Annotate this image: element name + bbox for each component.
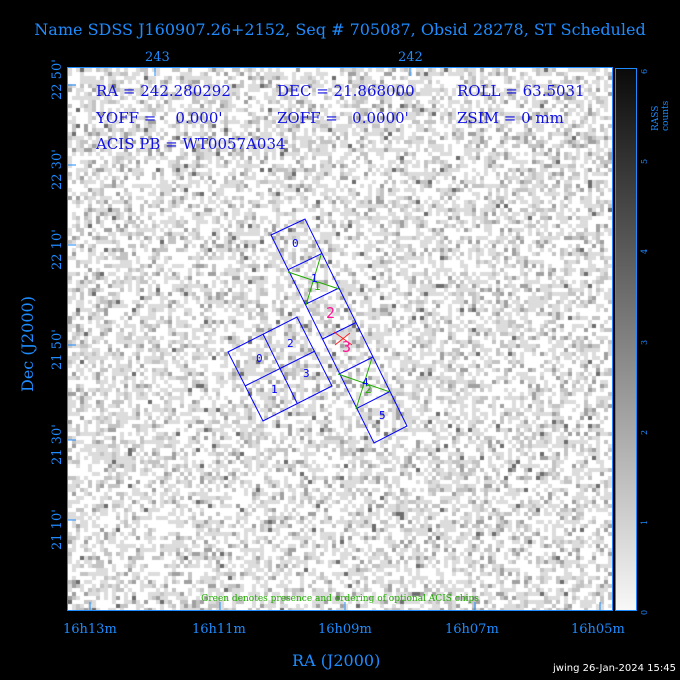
optional-order-1: 1 bbox=[314, 280, 321, 293]
chip-label-i3: 3 bbox=[303, 367, 310, 380]
colorbar bbox=[615, 68, 637, 611]
x-tick: 16h11m bbox=[192, 622, 246, 637]
acis-s-array bbox=[270, 218, 408, 444]
y-tick: 22 50' bbox=[50, 59, 65, 100]
y-axis-label: Dec (J2000) bbox=[18, 296, 37, 392]
chip-label-s0: 0 bbox=[292, 237, 299, 250]
colorbar-tick: 4 bbox=[640, 249, 649, 255]
chip-label-s3: 3 bbox=[342, 338, 351, 356]
y-tick: 21 50' bbox=[50, 329, 65, 370]
top-tick-242: 242 bbox=[398, 50, 423, 65]
zoff-value: ZOFF = 0.0000' bbox=[277, 109, 409, 127]
plot-title: Name SDSS J160907.26+2152, Seq # 705087,… bbox=[34, 20, 646, 39]
colorbar-label: RASS counts bbox=[651, 100, 671, 131]
colorbar-tick: 5 bbox=[640, 159, 649, 165]
optional-chip-marks bbox=[287, 254, 391, 410]
aimpoint-marker bbox=[333, 331, 353, 346]
chip-label-s4: 4 bbox=[362, 376, 369, 389]
footer-credit: jwing 26-Jan-2024 15:45 bbox=[553, 663, 676, 674]
x-tick: 16h13m bbox=[63, 622, 117, 637]
dec-value: DEC = 21.868000 bbox=[277, 82, 415, 100]
y-tick: 21 30' bbox=[50, 424, 65, 465]
acis-pb-value: ACIS PB = WT0057A034 bbox=[96, 135, 286, 153]
colorbar-tick: 0 bbox=[640, 609, 649, 615]
y-tick: 22 10' bbox=[50, 229, 65, 270]
optional-chips-note: Green denotes presence and ordering of o… bbox=[201, 594, 479, 604]
colorbar-tick: 2 bbox=[640, 429, 649, 435]
chip-label-s1: 1 bbox=[311, 272, 318, 285]
sky-image bbox=[68, 68, 612, 610]
colorbar-tick: 1 bbox=[640, 519, 649, 525]
top-tick-243: 243 bbox=[145, 50, 170, 65]
acis-i-array bbox=[227, 316, 333, 422]
x-axis-label: RA (J2000) bbox=[292, 651, 381, 670]
optional-order-2: 2 bbox=[365, 383, 372, 396]
yoff-value: YOFF = 0.000' bbox=[96, 109, 223, 127]
chip-label-i1: 1 bbox=[271, 383, 278, 396]
y-tick: 22 30' bbox=[50, 149, 65, 190]
colorbar-tick: 3 bbox=[640, 339, 649, 345]
roll-value: ROLL = 63.5031 bbox=[457, 82, 585, 100]
chip-label-i0: 0 bbox=[256, 352, 263, 365]
plot-frame bbox=[67, 67, 613, 611]
chip-label-s5: 5 bbox=[379, 409, 386, 422]
ra-value: RA = 242.280292 bbox=[96, 82, 231, 100]
chip-label-s2: 2 bbox=[326, 304, 335, 322]
y-tick: 21 10' bbox=[50, 509, 65, 550]
colorbar-tick: 6 bbox=[640, 68, 649, 74]
zsim-value: ZSIM = 0 mm bbox=[457, 109, 564, 127]
x-tick: 16h05m bbox=[571, 622, 625, 637]
x-tick: 16h09m bbox=[318, 622, 372, 637]
chip-label-i2: 2 bbox=[287, 337, 294, 350]
x-tick: 16h07m bbox=[445, 622, 499, 637]
